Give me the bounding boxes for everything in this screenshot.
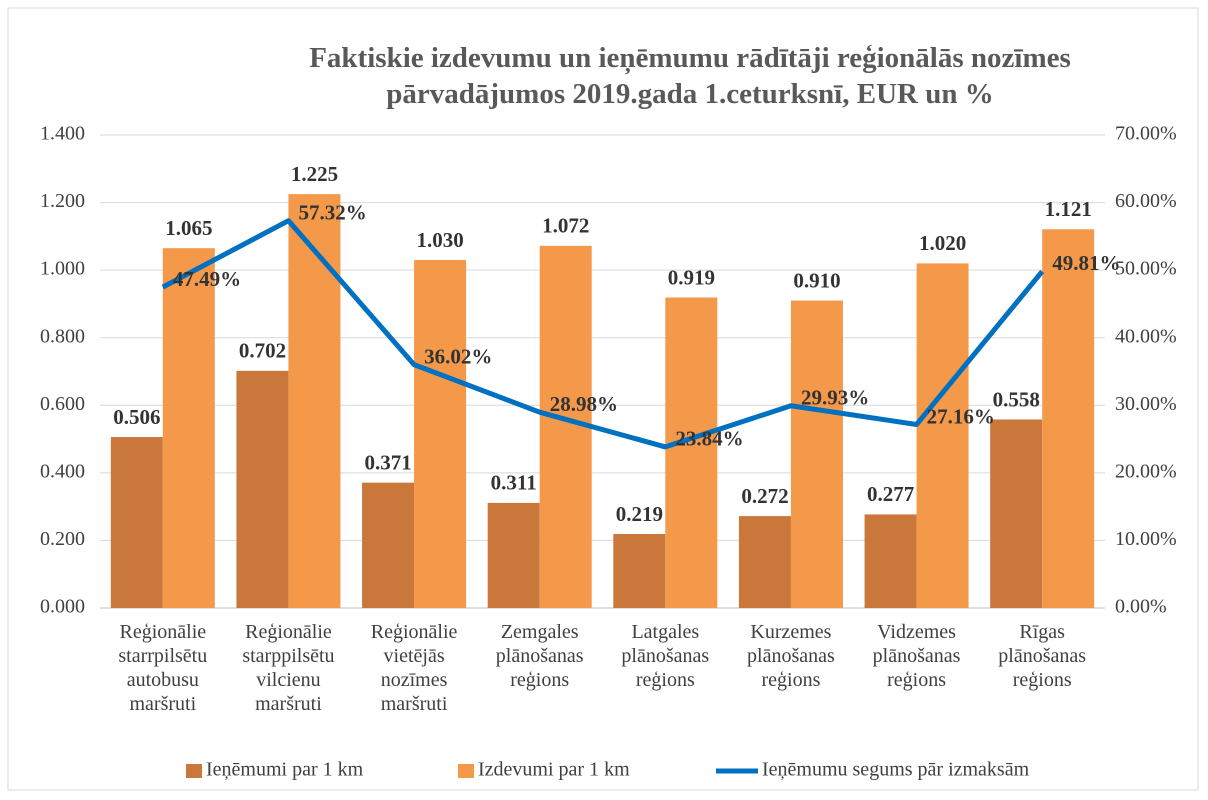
- data-label: 0.506: [113, 405, 160, 429]
- bar: [487, 502, 540, 608]
- line-data-label: 49.81%: [1052, 251, 1120, 275]
- data-label: 1.030: [416, 228, 463, 252]
- data-label: 0.219: [616, 502, 663, 526]
- bar: [236, 370, 289, 608]
- line-data-label: 28.98%: [550, 392, 618, 416]
- y2-tick-label: 70.00%: [1115, 123, 1177, 145]
- bar: [110, 437, 163, 608]
- bar: [790, 300, 843, 608]
- y-tick-label: 0.600: [40, 393, 85, 415]
- bar: [864, 514, 917, 608]
- data-label: 0.910: [793, 268, 840, 292]
- legend-swatch: [458, 764, 474, 778]
- data-label: 1.065: [165, 216, 212, 240]
- x-tick-label: Latgales plānošanas reģions: [621, 621, 710, 691]
- line-data-label: 36.02%: [424, 344, 492, 368]
- x-tick-label: Reģionālie starrpilsētu autobusu maršrut…: [118, 621, 208, 715]
- legend-label: Ieņēmumi par 1 km: [206, 759, 364, 781]
- y-tick-label: 0.000: [40, 596, 85, 618]
- y-tick-label: 0.200: [40, 528, 85, 550]
- bar: [916, 263, 969, 608]
- x-tick-label: Zemgales plānošanas reģions: [495, 621, 584, 691]
- y-tick-label: 0.800: [40, 325, 85, 347]
- legend-label: Izdevumi par 1 km: [478, 759, 630, 781]
- x-tick-label: Reģionālie vietējās nozīmes maršruti: [370, 621, 458, 715]
- y-tick-label: 1.200: [40, 190, 85, 212]
- x-tick-label: Rīgas plānošanas reģions: [998, 621, 1087, 691]
- y2-tick-label: 60.00%: [1115, 190, 1177, 212]
- x-tick-label: Kurzemes plānošanas reģions: [747, 621, 835, 691]
- line-data-label: 27.16%: [927, 404, 995, 428]
- line-data-label: 47.49%: [173, 267, 241, 291]
- bar: [362, 482, 415, 608]
- y2-tick-label: 10.00%: [1115, 528, 1177, 550]
- y2-tick-label: 50.00%: [1115, 258, 1177, 280]
- line-data-label: 57.32%: [298, 200, 366, 224]
- line-data-label: 29.93%: [801, 386, 869, 410]
- x-tick-label: Reģionālie starppilsētu vilcienu maršrut…: [242, 621, 335, 715]
- chart-border: [7, 7, 1199, 791]
- bar: [162, 248, 215, 609]
- data-label: 0.277: [867, 482, 914, 506]
- data-label: 1.121: [1045, 197, 1092, 221]
- bar: [738, 516, 791, 608]
- data-label: 1.225: [291, 162, 338, 186]
- y2-tick-label: 0.00%: [1115, 596, 1167, 618]
- bar: [613, 534, 666, 608]
- data-label: 0.272: [741, 484, 788, 508]
- data-label: 0.919: [668, 265, 715, 289]
- legend-label: Ieņēmumu segums pār izmaksām: [762, 759, 1030, 781]
- y-tick-label: 1.400: [40, 123, 85, 145]
- legend-swatch: [186, 764, 202, 778]
- y-tick-label: 0.400: [40, 460, 85, 482]
- y2-tick-label: 20.00%: [1115, 460, 1177, 482]
- data-label: 0.558: [993, 387, 1040, 411]
- bar: [665, 297, 718, 608]
- data-label: 1.020: [919, 231, 966, 255]
- y-tick-label: 1.000: [40, 258, 85, 280]
- bar: [414, 260, 467, 608]
- data-label: 0.371: [364, 450, 411, 474]
- y2-tick-label: 40.00%: [1115, 325, 1177, 347]
- x-tick-label: Vidzemes plānošanas reģions: [872, 621, 961, 691]
- bar: [1042, 229, 1095, 608]
- y2-tick-label: 30.00%: [1115, 393, 1177, 415]
- chart-title: Faktiskie izdevumu un ieņēmumu rādītāji …: [309, 42, 1071, 110]
- data-label: 1.072: [542, 214, 589, 238]
- bar: [288, 194, 341, 608]
- bar: [990, 419, 1043, 608]
- data-label: 0.311: [491, 471, 537, 495]
- bar: [539, 245, 592, 608]
- line-data-label: 23.84%: [675, 427, 743, 451]
- line: [161, 218, 1045, 450]
- data-label: 0.702: [239, 339, 286, 363]
